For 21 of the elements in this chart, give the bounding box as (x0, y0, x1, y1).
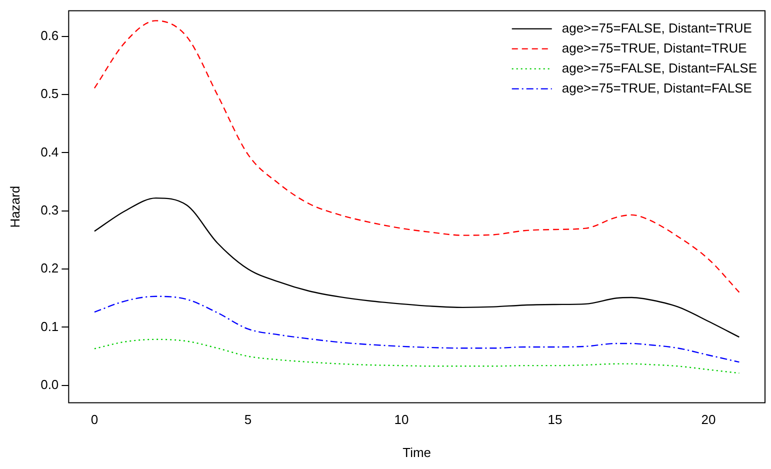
legend-label: age>=75=TRUE, Distant=FALSE (562, 80, 752, 96)
y-axis-title: Hazard (7, 186, 22, 228)
y-tick-label: 0.5 (40, 86, 59, 102)
line-series (94, 338, 740, 374)
x-tick-label: 0 (90, 412, 98, 428)
x-tick-label: 20 (701, 412, 716, 428)
y-tick-label: 0.6 (40, 28, 59, 43)
y-tick-label: 0.3 (40, 202, 59, 218)
legend-label: age>=75=FALSE, Distant=FALSE (562, 60, 758, 76)
x-axis-title: Time (402, 444, 432, 460)
x-tick-label: 10 (394, 412, 409, 428)
legend-label: age>=75=FALSE, Distant=TRUE (562, 20, 752, 36)
legend-label: age>=75=TRUE, Distant=TRUE (562, 40, 748, 56)
x-tick-label: 5 (244, 412, 252, 428)
y-tick-label: 0.4 (40, 144, 59, 160)
y-tick-label: 0.2 (40, 260, 59, 276)
y-tick-label: 0.0 (40, 376, 59, 392)
line-series (94, 296, 740, 363)
y-tick-label: 0.1 (40, 318, 59, 334)
x-tick-label: 15 (548, 412, 562, 428)
line-series (94, 197, 740, 338)
